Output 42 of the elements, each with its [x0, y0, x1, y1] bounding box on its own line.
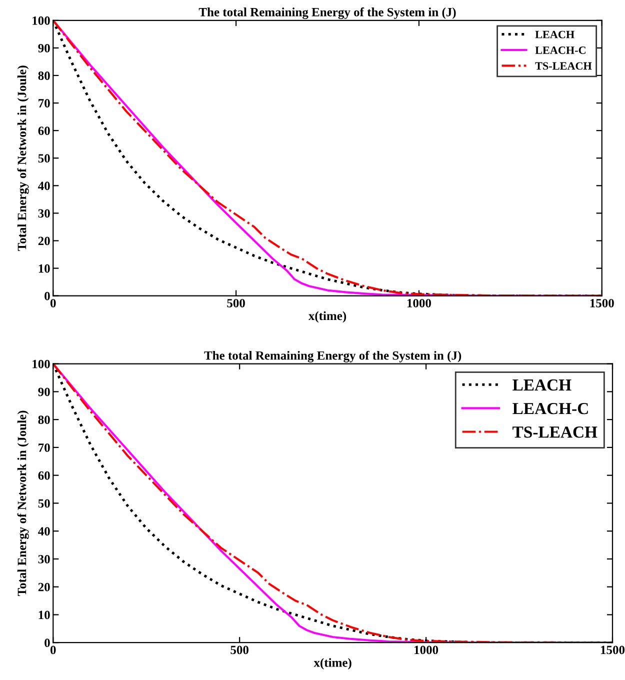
x-axis-title: x(time) — [314, 658, 352, 670]
y-tick-label: 10 — [38, 610, 50, 620]
y-tick-label: 40 — [38, 182, 50, 190]
legend-label: LEACH-C — [512, 402, 588, 414]
legend-label: LEACH — [512, 379, 572, 391]
y-tick-label: 80 — [38, 72, 50, 80]
y-tick-label: 60 — [38, 471, 50, 480]
legend-label: LEACH-C — [535, 46, 586, 54]
y-tick-label: 100 — [32, 360, 50, 368]
legend-label: LEACH — [535, 30, 574, 38]
x-tick-label: 1500 — [601, 646, 625, 654]
y-tick-label: 50 — [38, 154, 50, 163]
y-tick-label: 40 — [38, 527, 50, 536]
y-tick-label: 50 — [38, 499, 50, 508]
x-tick-label: 1000 — [414, 646, 438, 654]
y-tick-label: 20 — [38, 236, 50, 246]
y-tick-label: 60 — [38, 126, 50, 136]
x-tick-label: 500 — [230, 646, 248, 654]
y-tick-label: 0 — [44, 292, 50, 300]
y-axis-title: Total Energy of Network in (Joule) — [17, 66, 29, 251]
x-tick-label: 500 — [227, 298, 245, 308]
legend-label: TS-LEACH — [512, 426, 598, 438]
y-tick-label: 90 — [38, 44, 50, 52]
chart-title: The total Remaining Energy of the System in (J) — [198, 7, 456, 19]
x-tick-label: 0 — [50, 646, 56, 654]
y-tick-label: 90 — [38, 388, 50, 396]
y-axis-title: Total Energy of Network in (Joule) — [17, 410, 29, 596]
legend-label: TS-LEACH — [535, 62, 592, 70]
y-tick-label: 80 — [38, 416, 50, 424]
y-tick-label: 30 — [38, 209, 50, 218]
y-tick-label: 30 — [38, 554, 50, 564]
x-tick-label: 1000 — [407, 298, 431, 308]
chart-title: The total Remaining Energy of the System in (J) — [204, 350, 462, 362]
y-tick-label: 70 — [38, 99, 50, 108]
y-tick-label: 70 — [38, 443, 50, 452]
y-tick-label: 10 — [38, 264, 50, 273]
x-tick-label: 0 — [50, 298, 56, 308]
x-axis-title: x(time) — [308, 311, 346, 323]
y-tick-label: 0 — [44, 638, 50, 648]
y-tick-label: 20 — [38, 582, 50, 592]
y-tick-label: 100 — [32, 16, 50, 25]
x-tick-label: 1500 — [590, 298, 614, 308]
